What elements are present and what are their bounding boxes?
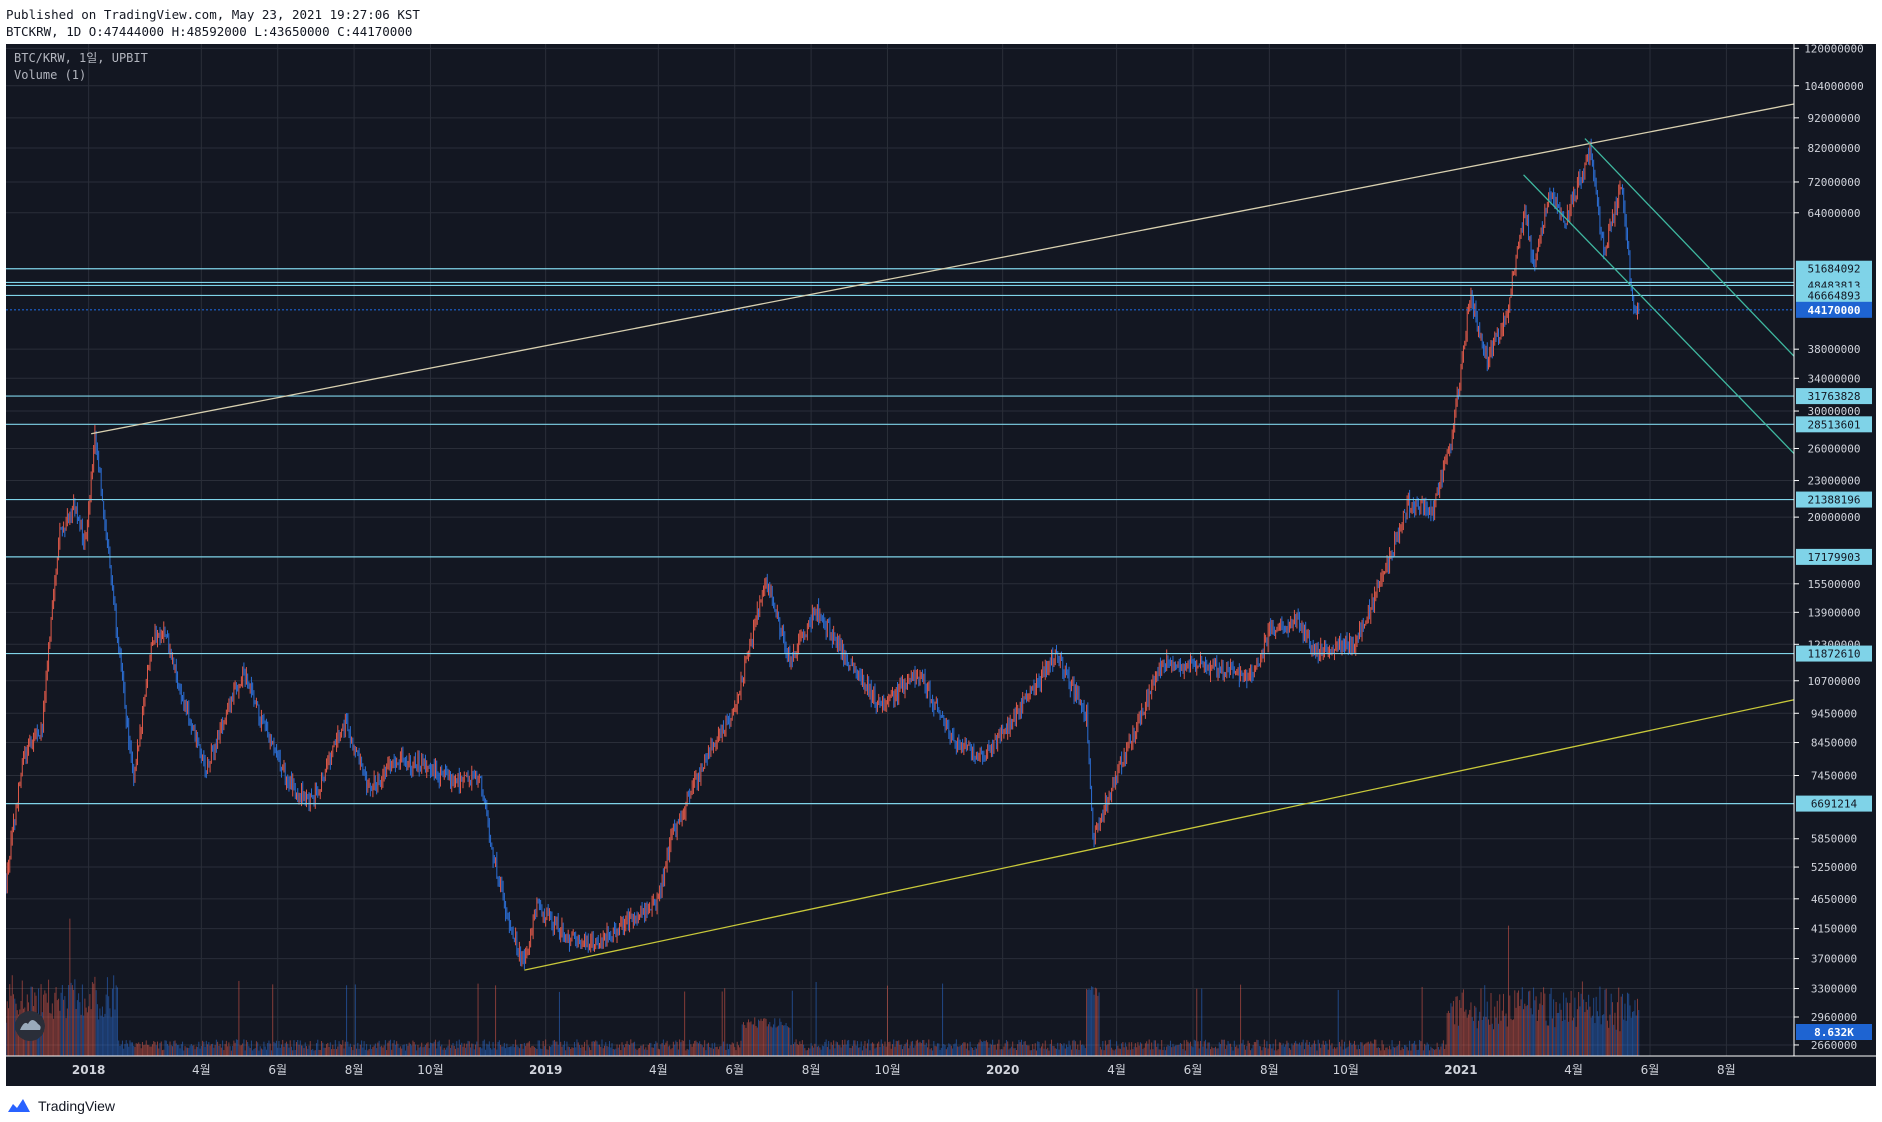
trendline-channel-upper — [1584, 138, 1795, 357]
trendline-upper-resistance — [91, 103, 1795, 435]
level-label-box — [1796, 795, 1872, 812]
volume-bars — [6, 918, 1640, 1056]
time-tick-label: 4월 — [1107, 1063, 1126, 1077]
price-chart[interactable]: 120000000 104000000 92000000 82000000 720000… — [6, 44, 1876, 1086]
candles — [6, 138, 1640, 970]
price-tick-label: 120000000 — [1804, 44, 1864, 55]
level-label: 46664893 — [1808, 289, 1861, 302]
price-tick-label: 5850000 — [1811, 833, 1857, 846]
level-label: 51684092 — [1808, 263, 1861, 276]
level-label-box — [1796, 645, 1872, 662]
price-tick-label: 104000000 — [1804, 80, 1864, 93]
price-tick-label: 4150000 — [1811, 923, 1857, 936]
price-tick-label: 23000000 — [1808, 475, 1861, 488]
time-tick-label: 8월 — [1717, 1063, 1736, 1077]
level-label-box — [1796, 260, 1872, 277]
time-tick-label: 6월 — [725, 1063, 744, 1077]
time-axis: 2018 4월 6월 8월 10월 2019 4월 6월 8월 10월 2020 4월 6월 8월 10월 2… — [72, 1063, 1736, 1077]
time-tick-label: 10월 — [1333, 1063, 1359, 1077]
price-tick-label: 72000000 — [1808, 176, 1861, 189]
level-label: 31763828 — [1808, 390, 1861, 403]
price-tick-label: 92000000 — [1808, 112, 1861, 125]
time-tick-label: 2018 — [72, 1063, 105, 1077]
legend-symbol[interactable]: BTC/KRW, 1일, UPBIT — [14, 51, 148, 65]
level-label: 28513601 — [1808, 418, 1861, 431]
level-label-box — [1796, 388, 1872, 405]
price-axis: 120000000 104000000 92000000 82000000 720000… — [1794, 44, 1864, 1052]
price-tick-label: 4650000 — [1811, 893, 1857, 906]
time-tick-label: 2021 — [1444, 1063, 1477, 1077]
cloud-icon — [20, 1020, 41, 1030]
last-price-box — [1796, 301, 1872, 318]
time-tick-label: 6월 — [1641, 1063, 1660, 1077]
price-tick-label: 9450000 — [1811, 707, 1857, 720]
time-tick-label: 6월 — [268, 1063, 287, 1077]
level-label-box — [1796, 491, 1872, 508]
price-tick-label: 30000000 — [1808, 405, 1861, 418]
price-tick-label: 82000000 — [1808, 142, 1861, 155]
trendline-lower-support — [524, 699, 1795, 971]
last-price-label: 44170000 — [1808, 304, 1861, 317]
level-labels: 5168409249038566484838134666489331763828… — [1796, 260, 1872, 1040]
price-tick-label: 64000000 — [1808, 207, 1861, 220]
time-tick-label: 2020 — [986, 1063, 1019, 1077]
price-tick-label: 8450000 — [1811, 737, 1857, 750]
price-tick-label: 26000000 — [1808, 442, 1861, 455]
level-label-box — [1796, 287, 1872, 304]
time-tick-label: 4월 — [649, 1063, 668, 1077]
publish-header: Published on TradingView.com, May 23, 20… — [6, 6, 420, 40]
time-tick-label: 10월 — [417, 1063, 443, 1077]
footer-brand[interactable]: TradingView — [38, 1098, 116, 1114]
level-label: 11872610 — [1808, 648, 1861, 661]
level-label: 17179903 — [1808, 551, 1861, 564]
chart-area[interactable]: 120000000 104000000 92000000 82000000 720000… — [6, 44, 1876, 1086]
price-tick-label: 34000000 — [1808, 372, 1861, 385]
tradingview-logo-icon[interactable] — [6, 1096, 32, 1116]
price-tick-label: 2960000 — [1811, 1011, 1857, 1024]
volume-last-label: 8.632K — [1814, 1026, 1854, 1039]
price-tick-label: 38000000 — [1808, 343, 1861, 356]
published-line: Published on TradingView.com, May 23, 20… — [6, 7, 420, 22]
price-tick-label: 2660000 — [1811, 1039, 1857, 1052]
time-tick-label: 4월 — [1564, 1063, 1583, 1077]
horizontal-levels[interactable] — [6, 268, 1794, 805]
trendline-channel-lower — [1523, 174, 1795, 455]
price-tick-label: 20000000 — [1808, 511, 1861, 524]
time-tick-label: 10월 — [874, 1063, 900, 1077]
ohlc-line: BTCKRW, 1D O:47444000 H:48592000 L:43650… — [6, 24, 413, 39]
time-tick-label: 8월 — [802, 1063, 821, 1077]
price-tick-label: 13900000 — [1808, 606, 1861, 619]
price-tick-label: 5250000 — [1811, 861, 1857, 874]
price-tick-label: 7450000 — [1811, 769, 1857, 782]
level-label-box — [1796, 416, 1872, 433]
time-tick-label: 8월 — [1260, 1063, 1279, 1077]
volume-label-box — [1796, 1024, 1872, 1040]
level-label: 6691214 — [1811, 798, 1858, 811]
level-label-box — [1796, 548, 1872, 565]
legend-volume[interactable]: Volume (1) — [14, 68, 86, 82]
time-tick-label: 6월 — [1184, 1063, 1203, 1077]
price-tick-label: 3700000 — [1811, 953, 1857, 966]
price-tick-label: 3300000 — [1811, 983, 1857, 996]
price-tick-label: 15500000 — [1808, 578, 1861, 591]
time-tick-label: 8월 — [345, 1063, 364, 1077]
chart-background — [6, 44, 1876, 1086]
tradingview-badge[interactable] — [15, 1011, 45, 1041]
time-tick-label: 2019 — [529, 1063, 562, 1077]
price-axis-panel[interactable] — [1794, 44, 1876, 1086]
price-tick-label: 10700000 — [1808, 675, 1861, 688]
trendlines[interactable] — [91, 103, 1795, 971]
grid-lines — [6, 44, 1794, 1056]
time-tick-label: 4월 — [192, 1063, 211, 1077]
footer: TradingView — [6, 1094, 115, 1118]
level-label: 21388196 — [1808, 494, 1861, 507]
